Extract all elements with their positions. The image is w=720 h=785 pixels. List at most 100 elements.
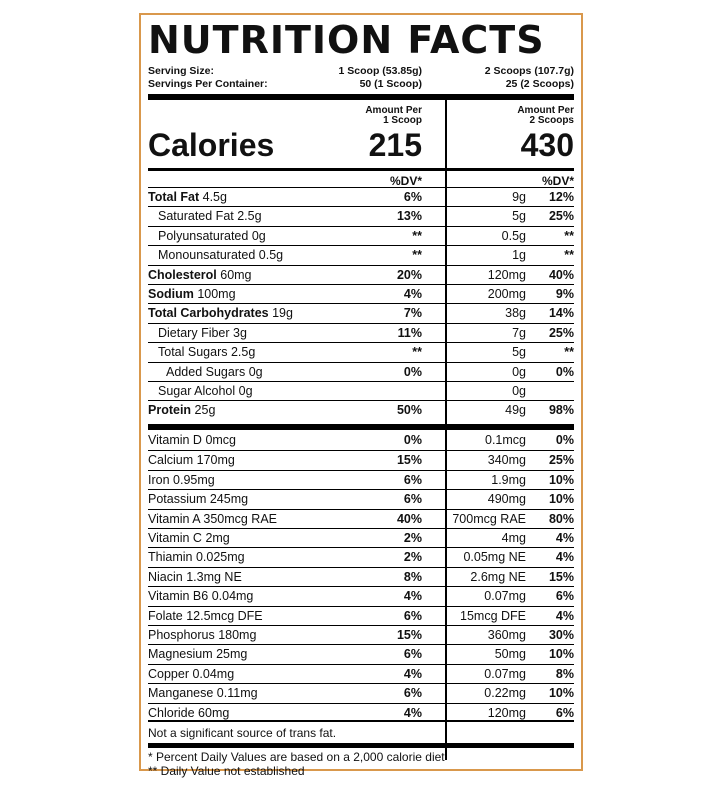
vitamin-dv-1: 15% bbox=[396, 453, 422, 468]
nutrient-row: Monounsaturated 0.5g ** 1g ** bbox=[148, 245, 574, 265]
nutrient-amount: 100mg bbox=[193, 287, 236, 301]
divider-footnotes bbox=[148, 743, 574, 748]
nutrient-row: Cholesterol 60mg 20% 120mg 40% bbox=[148, 264, 574, 285]
amount-per-2-scoops: Amount Per 2 Scoops bbox=[517, 106, 574, 126]
vitamin-amount-2: 4mg bbox=[501, 531, 526, 545]
vitamin-row: Calcium 170mg 15% 340mg 25% bbox=[148, 450, 574, 470]
nutrient-dv-1: 11% bbox=[397, 325, 422, 340]
footnote-not-established: ** Daily Value not established bbox=[148, 764, 305, 778]
vitamin-dv-1: 8% bbox=[403, 569, 422, 584]
vitamin-label: Vitamin D bbox=[148, 433, 202, 447]
vitamin-name: Thiamin 0.025mg bbox=[148, 548, 245, 567]
nutrient-amount-2: 38g bbox=[505, 306, 526, 321]
nutrient-row: Sugar Alcohol 0g 0g bbox=[148, 381, 574, 401]
vitamin-amount: 2mg bbox=[201, 531, 230, 545]
vitamin-label: Folate bbox=[148, 608, 183, 623]
nutrient-dv-2: 25% bbox=[548, 325, 574, 340]
vitamin-name: Calcium 170mg bbox=[148, 451, 235, 470]
vitamin-amount: 25mg bbox=[212, 647, 248, 662]
vitamin-amount-2: 15mcg DFE bbox=[460, 608, 526, 623]
nutrient-dv-1: ** bbox=[412, 345, 422, 360]
nutrient-amount: 25g bbox=[191, 403, 216, 418]
vitamin-row: Potassium 245mg 6% 490mg 10% bbox=[148, 489, 574, 509]
vitamin-row: Vitamin B6 0.04mg 4% 0.07mg 6% bbox=[148, 586, 574, 606]
vitamin-label: Manganese bbox=[148, 686, 214, 701]
nutrient-name: Dietary Fiber 3g bbox=[158, 324, 247, 343]
vitamin-dv-2: 10% bbox=[548, 647, 574, 662]
nutrient-row: Total Carbohydrates 19g 7% 38g 14% bbox=[148, 303, 574, 323]
column-divider bbox=[445, 100, 447, 760]
vitamin-dv-2: 4% bbox=[555, 608, 574, 623]
nutrient-amount-2: 0g bbox=[512, 384, 526, 398]
vitamin-amount-2: 0.1mcg bbox=[485, 433, 526, 447]
vitamin-dv-1: 0% bbox=[403, 433, 422, 447]
calories-label: Calories bbox=[148, 127, 275, 163]
dv-header-2: %DV* bbox=[541, 174, 574, 188]
nutrient-name: Total Sugars 2.5g bbox=[158, 343, 255, 362]
vitamin-label: Iron bbox=[148, 472, 170, 487]
nutrient-name: Added Sugars 0g bbox=[166, 363, 263, 382]
vitamin-dv-1: 6% bbox=[403, 472, 422, 487]
nutrient-dv-2: 14% bbox=[548, 306, 574, 321]
vitamin-dv-1: 6% bbox=[403, 647, 422, 662]
nutrient-amount-2: 5g bbox=[512, 345, 526, 360]
vitamin-amount: 1.3mg NE bbox=[182, 569, 242, 584]
vitamin-name: Phosphorus 180mg bbox=[148, 626, 256, 645]
servings-per-container-label: Servings Per Container: bbox=[148, 78, 268, 90]
vitamin-row: Thiamin 0.025mg 2% 0.05mg NE 4% bbox=[148, 547, 574, 567]
nutrient-amount: 0g bbox=[245, 364, 263, 379]
vitamin-label: Vitamin C bbox=[148, 531, 202, 545]
nutrient-dv-2: 12% bbox=[548, 190, 574, 204]
vitamin-amount: 0.025mg bbox=[192, 550, 245, 565]
vitamin-dv-1: 4% bbox=[403, 589, 422, 604]
nutrient-dv-1: ** bbox=[412, 228, 422, 243]
nutrient-row: Sodium 100mg 4% 200mg 9% bbox=[148, 284, 574, 304]
vitamin-dv-1: 4% bbox=[403, 666, 422, 681]
nutrient-row: Saturated Fat 2.5g 13% 5g 25% bbox=[148, 206, 574, 226]
nutrient-amount-2: 1g bbox=[512, 248, 526, 263]
vitamin-amount-2: 0.07mg bbox=[484, 589, 526, 604]
vitamin-dv-1: 2% bbox=[403, 550, 422, 565]
vitamin-label: Copper bbox=[148, 666, 189, 681]
nutrient-label: Cholesterol bbox=[148, 267, 217, 282]
divider-top bbox=[148, 94, 574, 100]
nutrient-label: Total Carbohydrates bbox=[148, 306, 269, 321]
vitamin-dv-2: 10% bbox=[548, 686, 574, 701]
nutrient-name: Monounsaturated 0.5g bbox=[158, 246, 283, 265]
vitamin-row: Folate 12.5mcg DFE 6% 15mcg DFE 4% bbox=[148, 605, 574, 626]
nutrient-amount-2: 200mg bbox=[487, 287, 526, 301]
vitamin-dv-2: 6% bbox=[555, 589, 574, 604]
nutrient-row: Total Fat 4.5g 6% 9g 12% bbox=[148, 187, 574, 207]
vitamin-row: Magnesium 25mg 6% 50mg 10% bbox=[148, 644, 574, 664]
nutrient-amount: 0.5g bbox=[255, 248, 284, 263]
servings-per-container-1: 50 (1 Scoop) bbox=[359, 78, 422, 90]
nutrient-amount: 0g bbox=[248, 228, 266, 243]
nutrient-amount-2: 0g bbox=[512, 364, 526, 379]
nutrient-name: Saturated Fat 2.5g bbox=[158, 207, 262, 226]
nutrient-dv-1: 7% bbox=[403, 306, 422, 321]
servings-per-container-2: 25 (2 Scoops) bbox=[505, 78, 574, 90]
vitamin-name: Magnesium 25mg bbox=[148, 645, 247, 664]
vitamin-name: Chloride 60mg bbox=[148, 704, 229, 723]
nutrient-name: Sugar Alcohol 0g bbox=[158, 382, 253, 401]
vitamin-amount-2: 50mg bbox=[494, 647, 526, 662]
nutrient-dv-2: 40% bbox=[548, 267, 574, 282]
vitamin-dv-2: 4% bbox=[555, 550, 574, 565]
nutrient-label: Monounsaturated bbox=[158, 248, 256, 263]
vitamin-label: Chloride bbox=[148, 705, 195, 720]
vitamin-dv-2: 8% bbox=[555, 666, 574, 681]
nutrient-name: Sodium 100mg bbox=[148, 285, 236, 304]
vitamin-amount: 12.5mcg DFE bbox=[182, 608, 263, 623]
nutrient-row: Protein 25g 50% 49g 98% bbox=[148, 400, 574, 420]
serving-size-2: 2 Scoops (107.7g) bbox=[484, 65, 574, 77]
vitamin-amount-2: 2.6mg NE bbox=[470, 569, 526, 584]
vitamin-row: Vitamin D 0mcg 0% 0.1mcg 0% bbox=[148, 431, 574, 450]
nutrient-label: Added Sugars bbox=[166, 364, 246, 379]
nutrient-amount-2: 9g bbox=[512, 190, 526, 204]
vitamin-name: Niacin 1.3mg NE bbox=[148, 568, 242, 587]
nutrient-dv-1: ** bbox=[412, 248, 422, 263]
vitamin-dv-2: 30% bbox=[548, 628, 574, 642]
nutrient-label: Saturated Fat bbox=[158, 209, 234, 224]
vitamin-row: Copper 0.04mg 4% 0.07mg 8% bbox=[148, 663, 574, 684]
vitamin-dv-2: 4% bbox=[555, 531, 574, 545]
